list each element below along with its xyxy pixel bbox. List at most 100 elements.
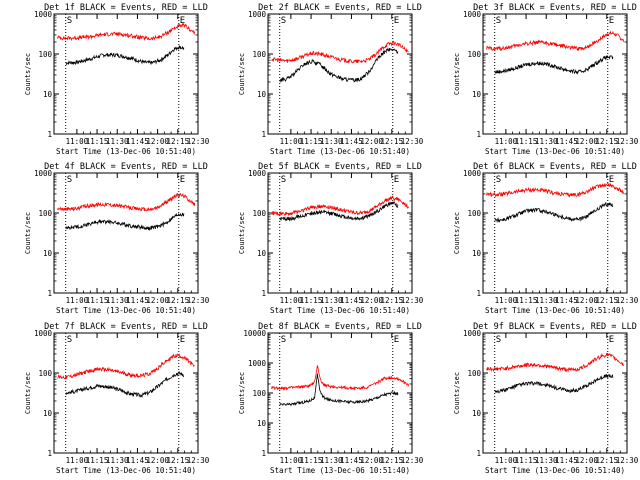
marker-e-label: E xyxy=(394,175,399,185)
panel-title: Det 6f BLACK = Events, RED = LLD xyxy=(473,162,637,172)
y-tick-label: 1000 xyxy=(248,169,267,178)
series-lld xyxy=(57,192,196,212)
series-events xyxy=(65,212,185,232)
x-tick-label: 11:00 xyxy=(280,296,303,305)
panel-det-2f: Det 2f BLACK = Events, RED = LLD 1 10 100 10… xyxy=(238,3,424,156)
x-tick-label: 11:45 xyxy=(126,296,149,305)
x-tick-label: 12:30 xyxy=(187,137,210,146)
y-tick-label: 1 xyxy=(47,130,52,139)
y-tick-label: 1 xyxy=(261,289,266,298)
x-tick-label: 11:15 xyxy=(86,137,109,146)
panel-title: Det 2f BLACK = Events, RED = LLD xyxy=(258,3,422,13)
series-events xyxy=(279,201,399,222)
x-tick-label: 11:15 xyxy=(515,137,538,146)
x-tick-label: 11:45 xyxy=(340,137,363,146)
series-events xyxy=(494,373,614,394)
y-tick-label: 10 xyxy=(43,90,53,99)
x-axis-label: Start Time (13-Dec-06 10:51:40) xyxy=(485,147,625,156)
x-tick-label: 12:15 xyxy=(167,456,190,465)
x-tick-label: 12:15 xyxy=(596,296,619,305)
marker-s-label: S xyxy=(281,335,286,345)
panel-det-7f: Det 7f BLACK = Events, RED = LLD 1 10 100 10… xyxy=(24,322,210,475)
x-tick-label: 12:00 xyxy=(575,456,598,465)
x-tick-label: 11:00 xyxy=(66,456,89,465)
x-tick-label: 12:00 xyxy=(146,296,169,305)
marker-e-label: E xyxy=(394,335,399,345)
x-tick-label: 12:30 xyxy=(401,456,424,465)
plot-frame xyxy=(482,172,628,294)
x-axis-label: Start Time (13-Dec-06 10:51:40) xyxy=(56,466,196,475)
marker-s-label: S xyxy=(67,335,72,345)
y-tick-label: 10 xyxy=(257,419,267,428)
plot-frame xyxy=(53,332,199,454)
y-tick-label: 100 xyxy=(38,369,52,378)
panel-title: Det 8f BLACK = Events, RED = LLD xyxy=(258,322,422,332)
x-tick-label: 11:45 xyxy=(555,137,578,146)
x-tick-label: 12:00 xyxy=(146,456,169,465)
x-tick-label: 12:00 xyxy=(575,137,598,146)
y-tick-label: 1 xyxy=(261,449,266,458)
x-tick-label: 11:30 xyxy=(535,456,558,465)
marker-e-label: E xyxy=(180,175,185,185)
marker-s-label: S xyxy=(496,335,501,345)
marker-s-label: S xyxy=(496,175,501,185)
y-axis-label: Counts/sec xyxy=(453,372,461,414)
y-tick-label: 1000 xyxy=(248,359,267,368)
x-tick-label: 11:15 xyxy=(300,296,323,305)
x-tick-label: 11:30 xyxy=(106,296,129,305)
y-axis-label: Counts/sec xyxy=(24,53,32,95)
series-events xyxy=(65,371,184,399)
panel-det-1f: Det 1f BLACK = Events, RED = LLD 1 10 100 10… xyxy=(24,3,210,156)
x-tick-label: 12:30 xyxy=(616,296,639,305)
x-tick-label: 12:30 xyxy=(401,296,424,305)
x-tick-label: 12:15 xyxy=(381,456,404,465)
y-axis-label: Counts/sec xyxy=(24,372,32,414)
y-tick-label: 100 xyxy=(252,389,266,398)
y-tick-label: 10 xyxy=(257,90,267,99)
y-tick-label: 1 xyxy=(47,449,52,458)
series-lld xyxy=(271,364,410,391)
y-tick-label: 10000 xyxy=(243,329,266,338)
y-tick-label: 1 xyxy=(476,289,481,298)
x-tick-label: 11:30 xyxy=(106,456,129,465)
y-tick-label: 1 xyxy=(476,449,481,458)
x-tick-label: 11:00 xyxy=(66,296,89,305)
series-lld xyxy=(486,352,625,373)
x-axis-label: Start Time (13-Dec-06 10:51:40) xyxy=(56,306,196,315)
x-axis-label: Start Time (13-Dec-06 10:51:40) xyxy=(485,306,625,315)
x-tick-label: 12:00 xyxy=(575,296,598,305)
panel-det-3f: Det 3f BLACK = Events, RED = LLD 1 10 100 10… xyxy=(453,3,639,156)
marker-s-label: S xyxy=(496,16,501,26)
panel-title: Det 1f BLACK = Events, RED = LLD xyxy=(44,3,208,13)
y-tick-label: 1000 xyxy=(248,10,267,19)
x-tick-label: 11:30 xyxy=(320,137,343,146)
x-tick-label: 12:15 xyxy=(381,137,404,146)
x-tick-label: 12:15 xyxy=(381,296,404,305)
y-tick-label: 1000 xyxy=(463,10,482,19)
x-tick-label: 11:15 xyxy=(300,456,323,465)
marker-e-label: E xyxy=(394,16,399,26)
y-axis-label: Counts/sec xyxy=(238,212,246,254)
y-tick-label: 1 xyxy=(476,130,481,139)
x-axis-label: Start Time (13-Dec-06 10:51:40) xyxy=(56,147,196,156)
series-lld xyxy=(486,182,625,198)
x-tick-label: 11:45 xyxy=(126,137,149,146)
plot-frame xyxy=(267,332,413,454)
y-tick-label: 100 xyxy=(252,50,266,59)
y-tick-label: 100 xyxy=(252,209,266,218)
x-tick-label: 12:30 xyxy=(187,296,210,305)
x-tick-label: 11:30 xyxy=(535,296,558,305)
series-lld xyxy=(271,195,410,217)
x-tick-label: 11:45 xyxy=(340,296,363,305)
x-axis-label: Start Time (13-Dec-06 10:51:40) xyxy=(270,147,410,156)
x-tick-label: 11:45 xyxy=(555,456,578,465)
series-lld xyxy=(57,22,196,42)
panel-title: Det 9f BLACK = Events, RED = LLD xyxy=(473,322,637,332)
y-axis-label: Counts/sec xyxy=(453,53,461,95)
y-axis-label: Counts/sec xyxy=(24,212,32,254)
x-tick-label: 12:15 xyxy=(167,296,190,305)
series-lld xyxy=(57,353,195,380)
marker-s-label: S xyxy=(281,16,286,26)
y-tick-label: 1000 xyxy=(463,329,482,338)
